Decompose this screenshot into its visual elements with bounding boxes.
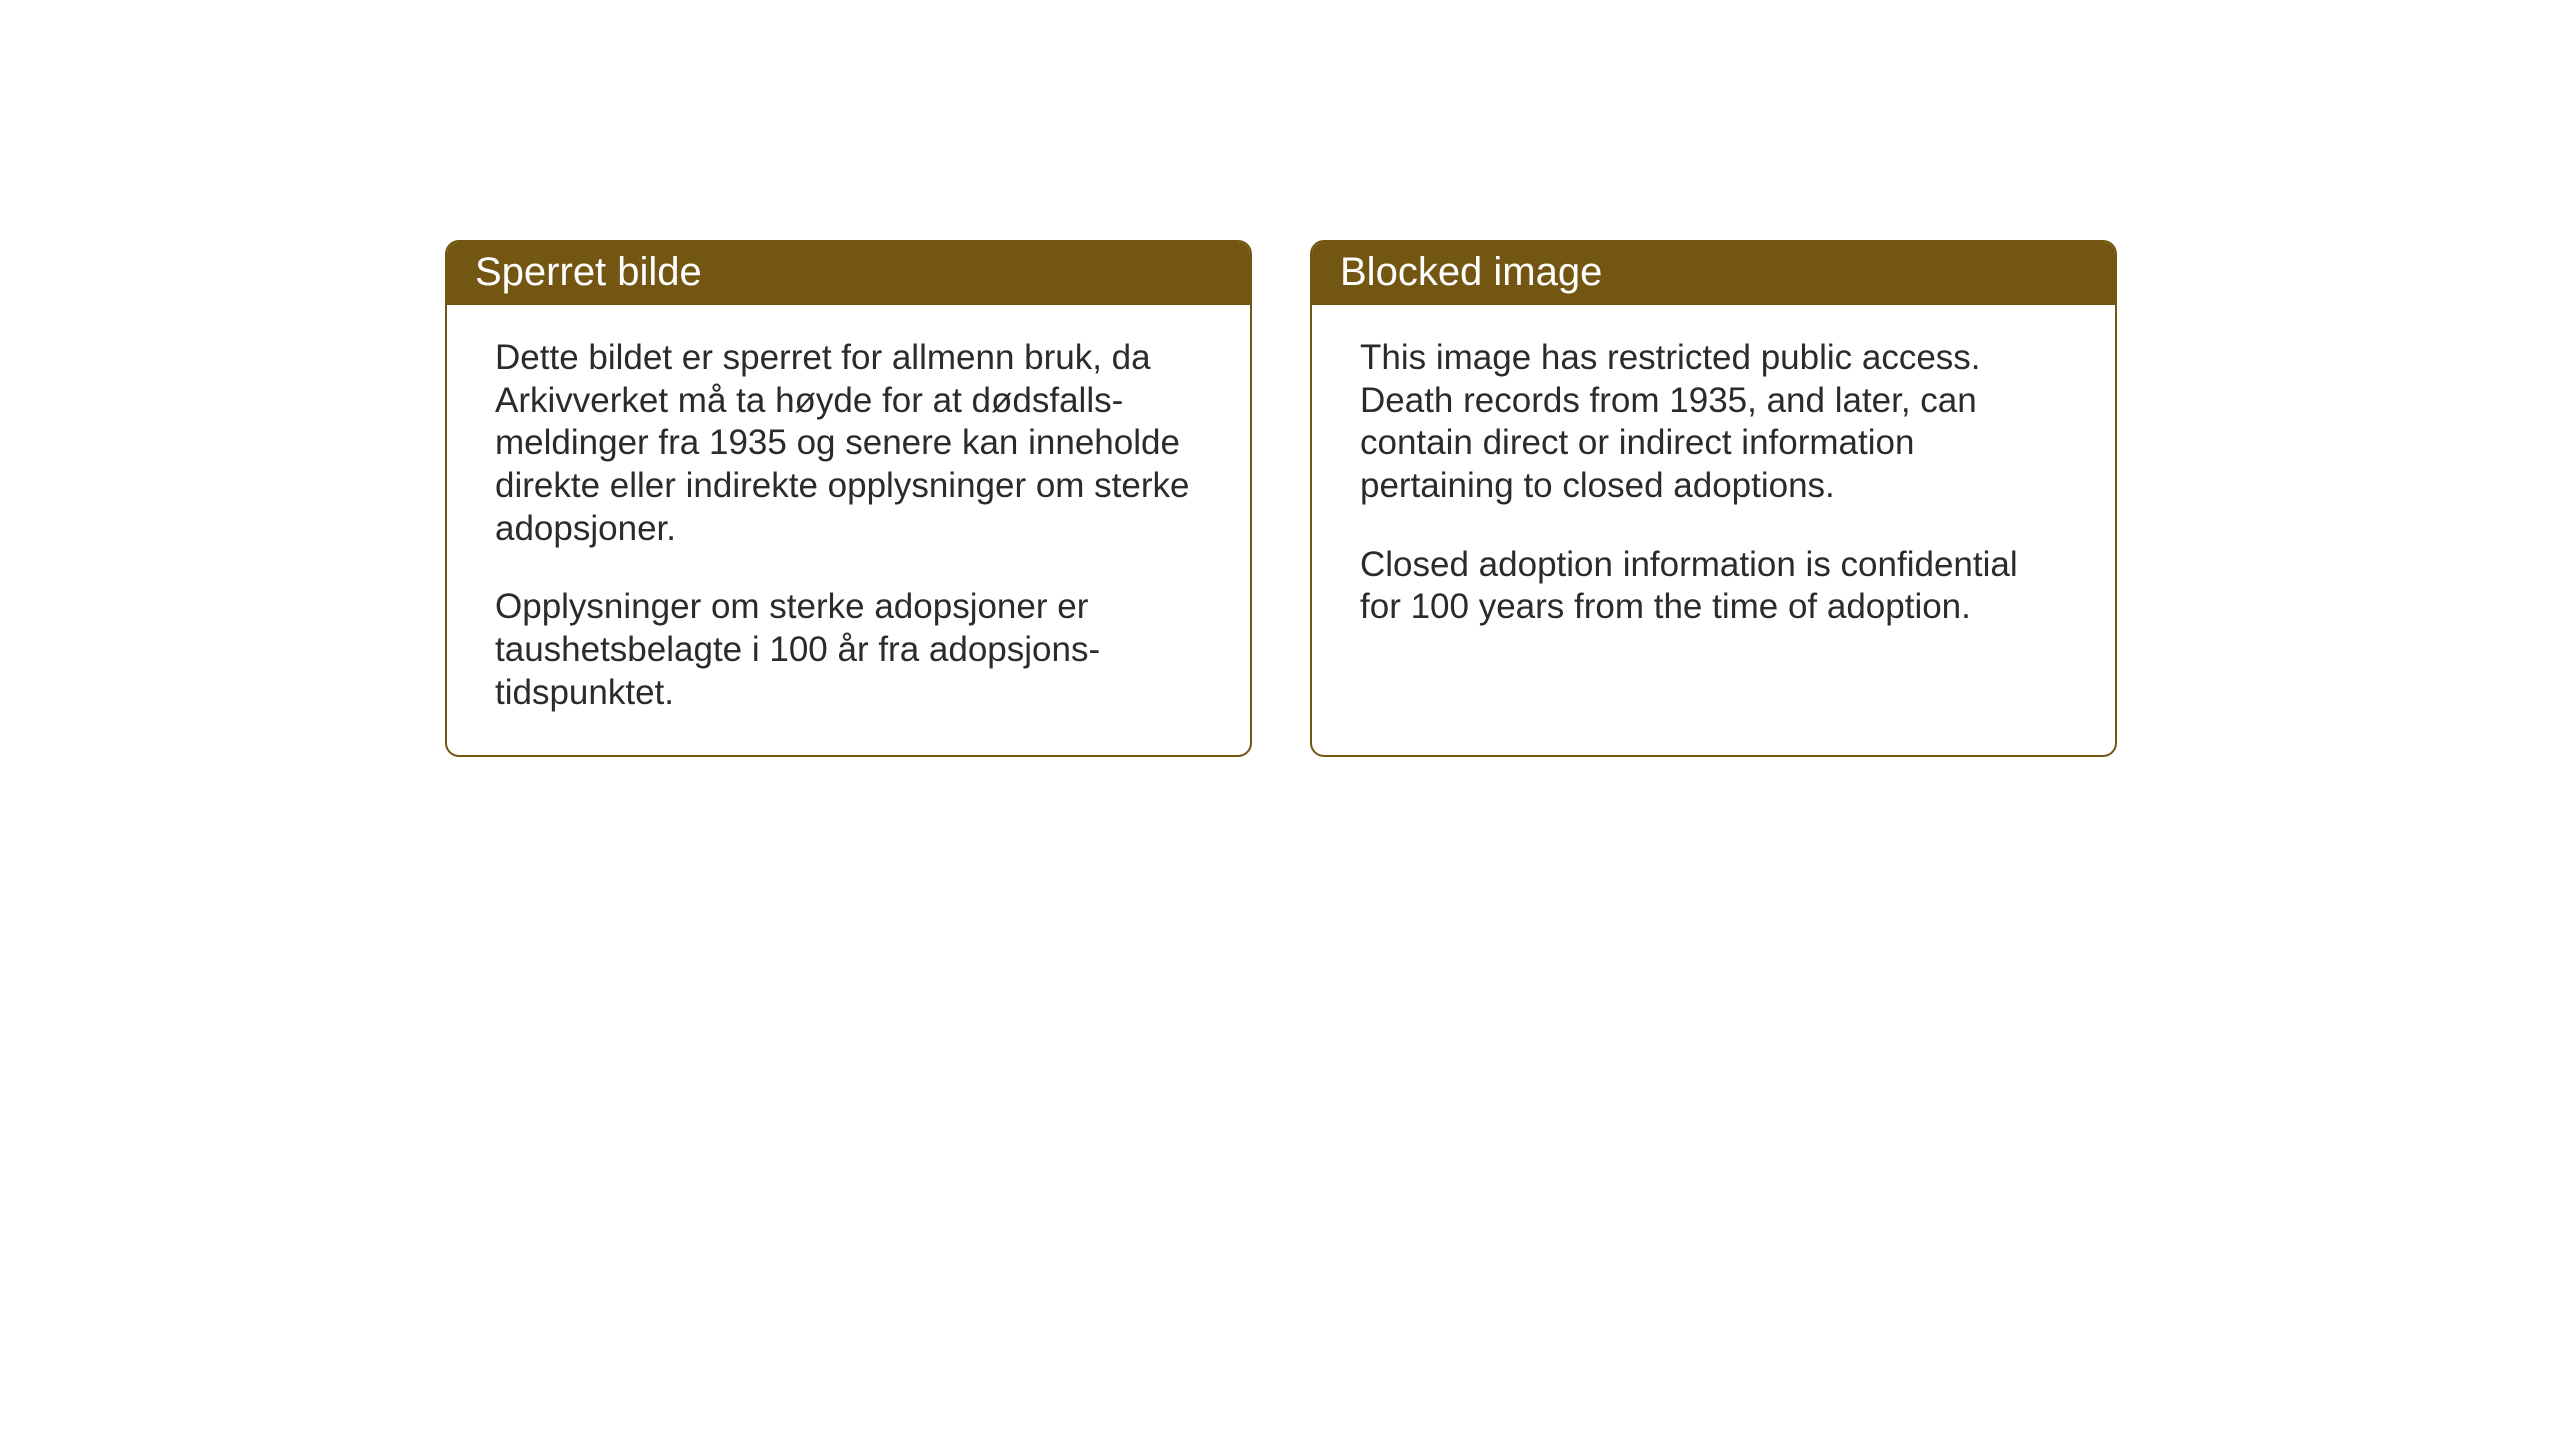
notice-paragraph-1-norwegian: Dette bildet er sperret for allmenn bruk… [495, 337, 1202, 550]
notice-body-norwegian: Dette bildet er sperret for allmenn bruk… [447, 305, 1250, 755]
notice-paragraph-2-english: Closed adoption information is confident… [1360, 544, 2067, 629]
notice-title-english: Blocked image [1340, 250, 1602, 294]
notice-paragraph-1-english: This image has restricted public access.… [1360, 337, 2067, 508]
notice-card-english: Blocked image This image has restricted … [1310, 240, 2117, 757]
notice-container: Sperret bilde Dette bildet er sperret fo… [445, 240, 2117, 757]
notice-header-english: Blocked image [1312, 242, 2115, 305]
notice-title-norwegian: Sperret bilde [475, 250, 702, 294]
notice-paragraph-2-norwegian: Opplysninger om sterke adopsjoner er tau… [495, 586, 1202, 714]
notice-body-english: This image has restricted public access.… [1312, 305, 2115, 669]
notice-header-norwegian: Sperret bilde [447, 242, 1250, 305]
notice-card-norwegian: Sperret bilde Dette bildet er sperret fo… [445, 240, 1252, 757]
